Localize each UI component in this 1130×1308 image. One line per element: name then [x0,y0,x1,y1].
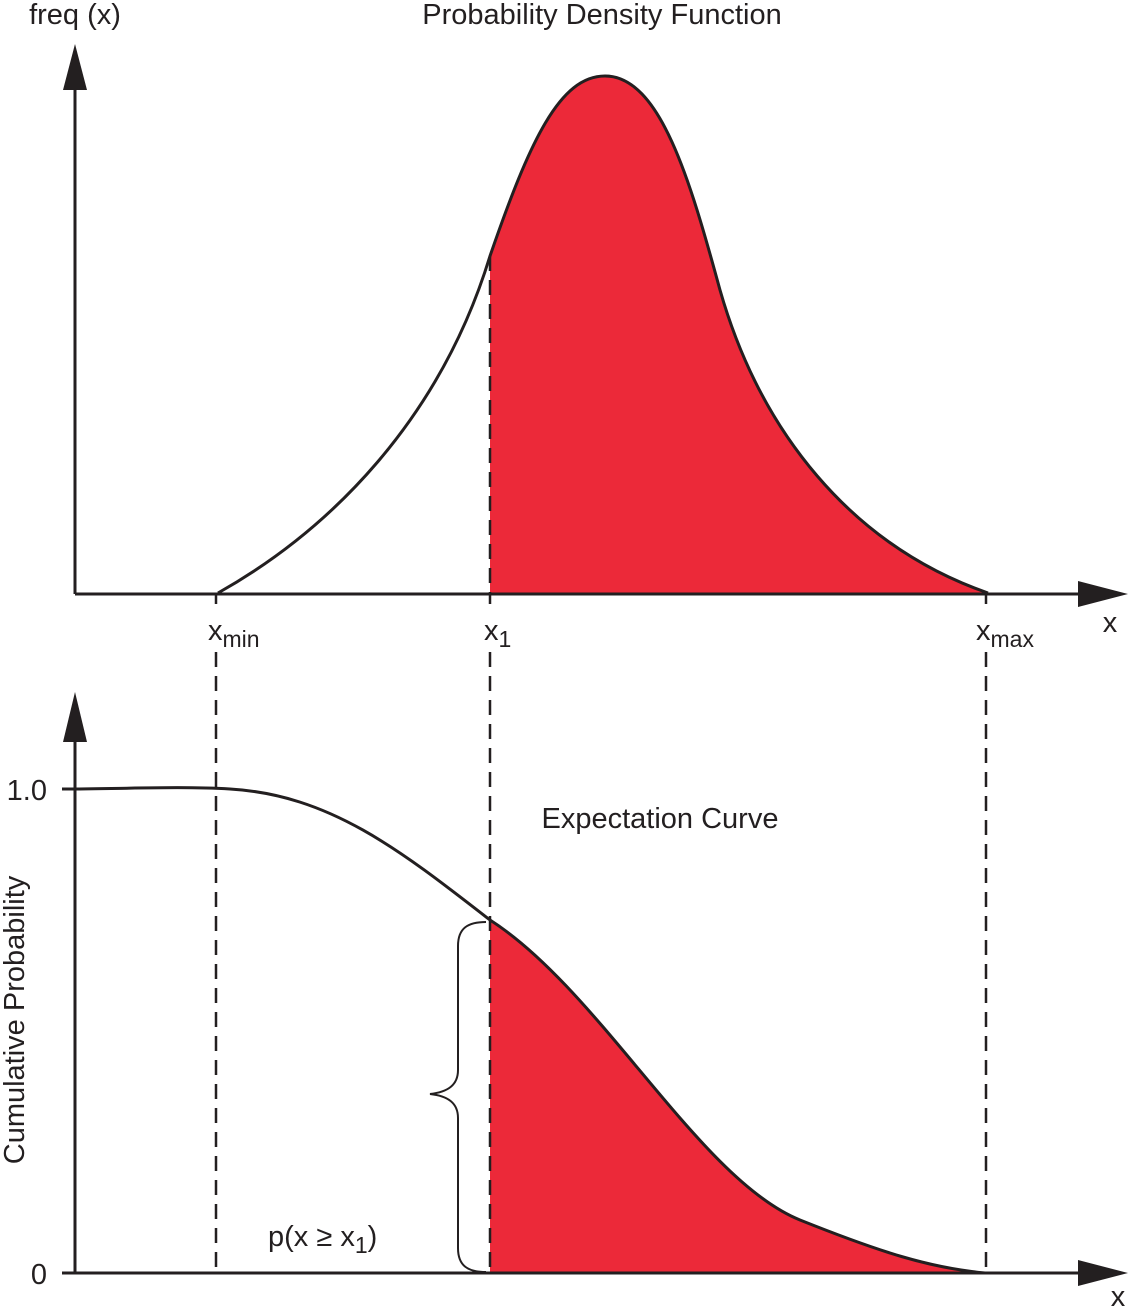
cumulative-probability-label: Cumulative Probability [0,875,31,1164]
probability-label: p(x ≥ x1) [268,1221,377,1258]
x-markers: xmin x1 xmax [208,594,1034,652]
pdf-shaded-area [490,76,988,593]
pdf-x-axis-arrow [1078,581,1128,607]
expectation-y-axis-arrow [63,692,87,742]
pdf-curve [217,74,989,595]
expectation-curve [61,786,986,1275]
x-max-label: xmax [976,615,1034,652]
expectation-panel: 1.0 0 Cumulative Probability Expectation… [0,692,1128,1308]
pdf-panel: freq (x) Probability Density Function x [29,0,1128,639]
x-min-label: xmin [208,615,260,652]
tick-label-zero: 0 [31,1259,47,1291]
expectation-shaded-area [490,920,985,1273]
pdf-x-axis-label: x [1103,607,1118,639]
expectation-x-axis-arrow [1078,1260,1128,1286]
pdf-y-axis-label: freq (x) [29,0,121,31]
tick-label-one: 1.0 [7,775,47,807]
dashed-guides [214,256,988,1273]
expectation-x-axis-label: x [1111,1281,1126,1308]
x1-label: x1 [484,615,511,652]
probability-brace [429,921,487,1273]
pdf-title: Probability Density Function [422,0,781,31]
pdf-y-axis-arrow [63,44,87,90]
expectation-curve-label: Expectation Curve [542,803,779,835]
